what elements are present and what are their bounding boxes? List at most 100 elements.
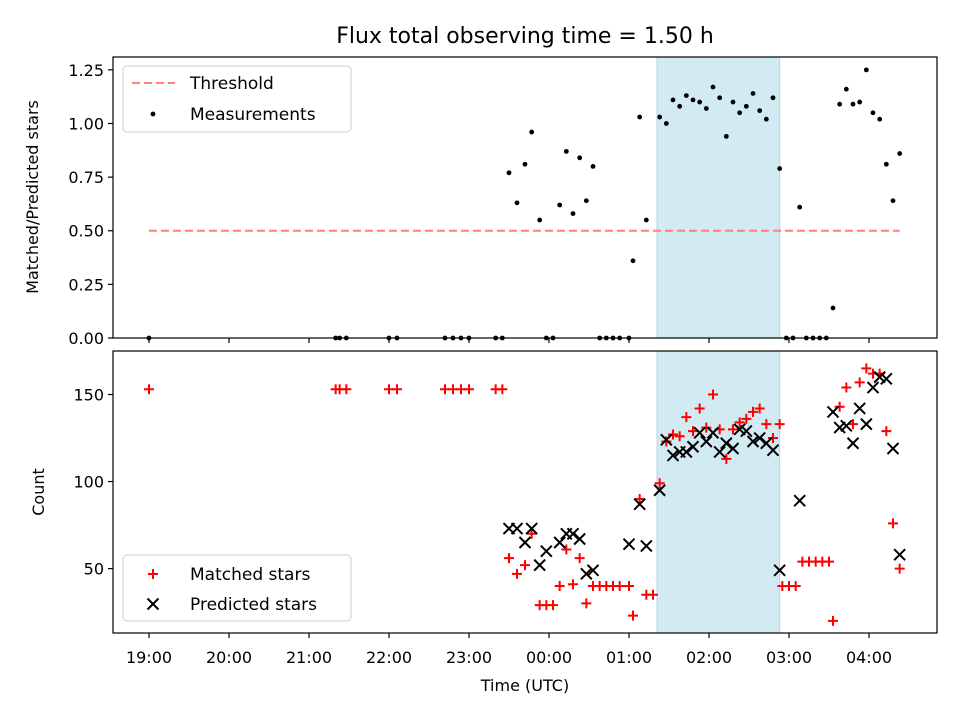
- predicted-star-point: [893, 548, 906, 561]
- predicted-star-point: [518, 536, 532, 549]
- measurement-point: [723, 133, 729, 139]
- predicted-star-point: [793, 494, 806, 507]
- x-tick-label: 21:00: [286, 648, 332, 667]
- matched-star-point: [674, 431, 685, 442]
- measurement-point: [710, 84, 716, 90]
- matched-star-point: [624, 581, 634, 591]
- measurement-point: [657, 114, 663, 120]
- matched-star-point: [688, 426, 698, 437]
- legend-box: [122, 554, 352, 622]
- predicted-star-point: [533, 558, 546, 572]
- measurement-point: [857, 99, 863, 105]
- matched-star-point: [701, 422, 712, 433]
- predicted-star-point: [693, 426, 706, 440]
- matched-star-point: [526, 528, 537, 539]
- matched-star-point: [464, 384, 474, 395]
- matched-star-point: [728, 424, 738, 435]
- predicted-star-point: [566, 527, 580, 540]
- measurement-point: [529, 129, 535, 135]
- predicted-star-point: [680, 445, 693, 459]
- matched-star-point: [668, 429, 678, 440]
- measurement-point: [877, 116, 883, 122]
- measurement-point: [757, 108, 763, 114]
- predicted-star-point: [840, 419, 853, 433]
- predicted-star-point: [853, 402, 866, 415]
- predicted-star-point: [773, 564, 786, 577]
- predicted-star-point: [586, 564, 600, 577]
- matched-star-point: [554, 581, 565, 591]
- plot-frame: [112, 350, 938, 634]
- measurement-point: [797, 204, 803, 210]
- y-tick-label: 0.75: [68, 168, 104, 187]
- predicted-star-point: [580, 567, 593, 581]
- matched-star-point: [694, 403, 705, 414]
- x-tick-label: 03:00: [766, 648, 812, 667]
- measurement-point: [743, 103, 749, 109]
- predicted-star-point: [540, 544, 553, 558]
- matched-star-point: [841, 382, 852, 393]
- matched-star-point: [661, 436, 672, 447]
- matched-star-point: [848, 419, 858, 430]
- y-tick-label: 1.00: [68, 114, 104, 133]
- measurement-point: [770, 95, 776, 101]
- measurement-point: [737, 110, 743, 116]
- matched-star-point: [497, 384, 508, 395]
- measurement-point: [557, 202, 563, 208]
- highlight-span: [656, 56, 781, 339]
- predicted-star-point: [700, 435, 713, 448]
- matched-star-point: [761, 419, 772, 430]
- legend-box: [122, 65, 352, 133]
- y-axis-label-count: Count: [29, 468, 48, 516]
- matched-star-point: [734, 417, 745, 428]
- predicted-star-point: [746, 435, 760, 448]
- matched-star-point: [854, 377, 865, 388]
- measurement-point: [897, 151, 903, 156]
- matched-star-point: [824, 556, 834, 567]
- x-tick-label: 20:00: [206, 648, 252, 667]
- y-tick-label: 0.25: [68, 275, 104, 294]
- legend-predicted-swatch: [146, 597, 160, 611]
- legend-threshold-label: Threshold: [189, 74, 274, 94]
- measurement-point: [703, 106, 709, 111]
- measurement-point: [890, 198, 896, 204]
- measurement-point: [870, 110, 876, 116]
- matched-star-point: [548, 600, 558, 611]
- star-count-panel: 50 100 150 19:00 20:00 21:00 22:00 23:00 00:00 01…: [73, 350, 938, 667]
- predicted-star-point: [553, 536, 566, 549]
- measurement-point: [590, 163, 596, 169]
- predicted-star-point: [846, 437, 860, 450]
- x-tick-label: 23:00: [446, 648, 492, 667]
- matched-star-point: [894, 563, 905, 574]
- matched-star-point: [568, 579, 578, 590]
- measurement-point: [663, 121, 669, 126]
- measurement-point: [830, 305, 836, 311]
- matched-star-point: [790, 581, 801, 591]
- flux-ratio-panel: 0.00 0.25 0.50 0.75 1.00 1.25 Threshold Measure…: [68, 56, 938, 348]
- predicted-star-point: [622, 538, 636, 551]
- measurement-point: [630, 258, 636, 264]
- legend-measurements-label: Measurements: [190, 105, 316, 125]
- measurement-point: [683, 93, 689, 99]
- matched-star-point: [881, 426, 892, 437]
- y-tick-label: 100: [73, 473, 104, 492]
- predicted-star-point: [653, 484, 666, 497]
- matched-star-point: [504, 553, 514, 564]
- measurement-point: [883, 161, 889, 167]
- legend-matched-label: Matched stars: [190, 565, 310, 585]
- predicted-star-point: [866, 381, 880, 394]
- measurement-point: [843, 86, 849, 92]
- plot-frame: [112, 56, 938, 339]
- predicted-star-point: [726, 442, 740, 455]
- measurement-point: [690, 97, 696, 103]
- matched-star-point: [888, 518, 898, 529]
- predicted-star-point: [510, 522, 524, 535]
- measurement-point: [677, 103, 683, 109]
- matched-star-point: [574, 553, 585, 564]
- x-tick-label: 22:00: [366, 648, 412, 667]
- measurement-point: [777, 166, 783, 171]
- matched-star-point: [654, 478, 665, 489]
- chart-title: Flux total observing time = 1.50 h: [336, 24, 714, 49]
- predicted-star-point: [720, 437, 733, 450]
- legend-measurements-swatch: [150, 111, 156, 117]
